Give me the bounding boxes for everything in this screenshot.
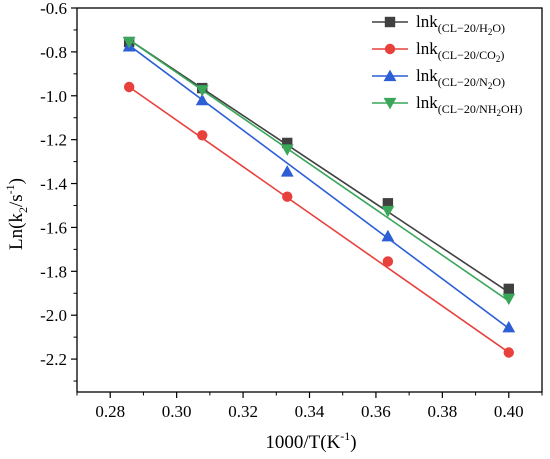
data-point (280, 165, 294, 177)
series-fit-line (128, 39, 510, 302)
legend-marker (383, 97, 397, 110)
legend-marker (383, 69, 397, 82)
data-point (502, 320, 516, 333)
data-point (382, 198, 394, 209)
legend-marker (384, 16, 396, 28)
series-fit-line (128, 44, 510, 330)
x-tick-label: 0.28 (95, 402, 125, 421)
data-point (197, 130, 208, 141)
y-tick-label: -1.0 (40, 87, 67, 106)
x-tick-label: 0.34 (295, 402, 325, 421)
legend-label: lnk(CL−20/H2O) (416, 12, 505, 37)
legend-label: lnk(CL−20/NH2OH) (416, 93, 522, 118)
data-point (502, 293, 516, 306)
data-point (381, 229, 395, 242)
y-tick-label: -0.8 (40, 43, 67, 62)
data-point (280, 144, 294, 156)
x-tick-label: 0.30 (162, 402, 192, 421)
y-tick-label: -2.2 (40, 350, 67, 369)
data-point (282, 137, 293, 149)
y-tick-label: -2.0 (40, 306, 67, 325)
series-2 (122, 40, 516, 333)
series-fit-line (128, 39, 510, 293)
data-point (122, 36, 136, 49)
legend-label: lnk(CL−20/N2O) (416, 66, 505, 91)
x-tick-label: 0.36 (361, 402, 391, 421)
series-3 (122, 36, 516, 306)
data-point (282, 191, 293, 202)
data-point (381, 205, 395, 218)
data-point (503, 347, 514, 358)
data-point (503, 283, 514, 295)
x-axis-title: 1000/T(K-1) (265, 429, 356, 453)
x-tick-label: 0.38 (427, 402, 457, 421)
y-tick-label: -1.8 (40, 262, 67, 281)
data-point (382, 256, 394, 267)
y-tick-label: -0.6 (40, 0, 67, 18)
y-axis-title: Ln(k2/s-1) (3, 178, 30, 250)
legend-marker (384, 43, 396, 55)
y-tick-label: -1.4 (40, 175, 67, 194)
legend-item-1: lnk(CL−20/CO2) (372, 39, 504, 64)
data-point (195, 93, 209, 106)
data-point (123, 81, 135, 93)
x-tick-label: 0.40 (494, 402, 524, 421)
y-tick-label: -1.2 (40, 131, 67, 150)
y-axis: -0.6 -0.8 -1.0 -1.2 -1.4 -1.6 -1.8 -2.0 -2.2 (40, 0, 77, 382)
legend-item-0: lnk(CL−20/H2O) (372, 12, 505, 37)
data-point (195, 85, 209, 97)
y-tick-label: -1.6 (40, 218, 67, 237)
legend: lnk(CL−20/H2O)lnk(CL−20/CO2)lnk(CL−20/N2… (372, 12, 522, 118)
legend-item-3: lnk(CL−20/NH2OH) (372, 93, 522, 118)
x-tick-label: 0.32 (228, 402, 258, 421)
x-axis: 0.28 0.30 0.32 0.34 0.36 0.38 0.40 (76, 392, 543, 421)
plot-border (76, 7, 543, 393)
legend-label: lnk(CL−20/CO2) (416, 39, 504, 64)
series-layer (122, 36, 516, 358)
plot-frame (76, 7, 543, 393)
series-1 (123, 81, 514, 358)
legend-item-2: lnk(CL−20/N2O) (372, 66, 505, 91)
series-fit-line (128, 86, 510, 354)
